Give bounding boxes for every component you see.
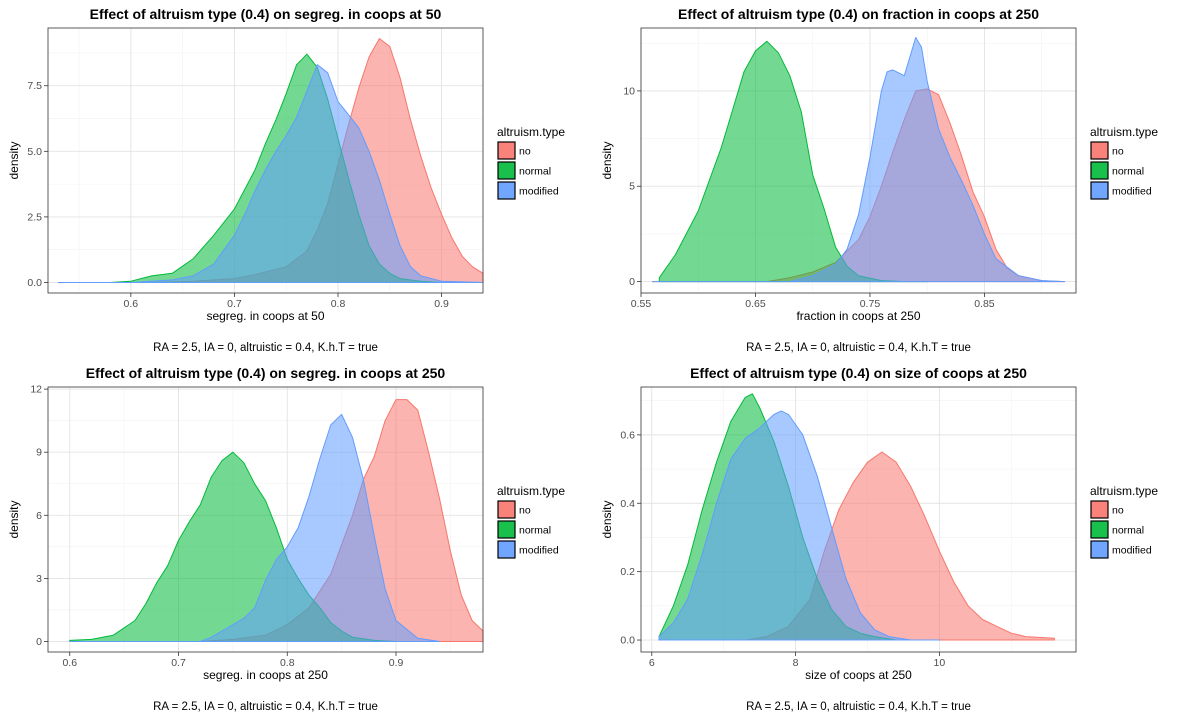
x-tick-label: 0.7 bbox=[171, 657, 186, 669]
x-tick-label: 0.55 bbox=[631, 298, 652, 310]
y-tick-label: 0.0 bbox=[27, 277, 42, 289]
legend-title: altruism.type bbox=[497, 484, 565, 498]
legend-title: altruism.type bbox=[1090, 125, 1158, 139]
panel-segreg-250: 0.6 0.7 0.8 0.9 0 3 6 9 12 Effect of altruism typ… bbox=[0, 359, 593, 718]
x-tick-label: 0.65 bbox=[745, 298, 766, 310]
y-tick-label: 5 bbox=[629, 181, 635, 193]
chart-svg: 0.55 0.65 0.75 0.85 0 5 10 Effect of altruism t… bbox=[600, 6, 1158, 354]
x-tick-label: 0.9 bbox=[389, 657, 404, 669]
chart-title: Effect of altruism type (0.4) on segreg.… bbox=[86, 365, 446, 381]
plot-border bbox=[47, 27, 484, 294]
y-tick-label: 0.2 bbox=[620, 566, 635, 578]
y-axis-label: density bbox=[600, 500, 614, 538]
x-tick-label: 0.6 bbox=[62, 657, 77, 669]
x-axis-label: segreg. in coops at 50 bbox=[206, 309, 324, 323]
y-axis-label: density bbox=[600, 141, 614, 179]
y-tick-label: 9 bbox=[36, 447, 42, 459]
x-tick-label: 0.6 bbox=[124, 298, 139, 310]
x-tick-label: 0.9 bbox=[434, 298, 449, 310]
legend-key-normal bbox=[1090, 161, 1109, 180]
x-tick-label: 0.8 bbox=[331, 298, 346, 310]
x-axis-label: segreg. in coops at 250 bbox=[203, 668, 328, 682]
plot-border bbox=[640, 27, 1077, 294]
legend-key-modified bbox=[1090, 181, 1109, 200]
legend-key-no bbox=[497, 500, 516, 519]
legend-label-normal: normal bbox=[1112, 166, 1144, 178]
x-tick-label: 6 bbox=[649, 657, 655, 669]
legend-label-no: no bbox=[1112, 146, 1124, 158]
panel-segreg-50: 0.6 0.7 0.8 0.9 0.0 2.5 5.0 7.5 Effect of altrui… bbox=[0, 0, 593, 359]
x-axis-label: size of coops at 250 bbox=[805, 668, 912, 682]
y-tick-label: 0.0 bbox=[620, 635, 635, 647]
legend-key-modified bbox=[497, 540, 516, 559]
y-tick-label: 7.5 bbox=[27, 80, 42, 92]
chart-title: Effect of altruism type (0.4) on size of… bbox=[690, 365, 1027, 381]
y-tick-label: 10 bbox=[623, 85, 635, 97]
chart-title: Effect of altruism type (0.4) on segreg.… bbox=[90, 6, 442, 22]
y-tick-label: 3 bbox=[36, 573, 42, 585]
y-tick-label: 5.0 bbox=[27, 146, 42, 158]
panel-fraction-250: 0.55 0.65 0.75 0.85 0 5 10 Effect of altruism t… bbox=[593, 0, 1186, 359]
legend-label-no: no bbox=[1112, 505, 1124, 517]
legend-label-no: no bbox=[519, 146, 531, 158]
y-tick-label: 0.6 bbox=[620, 429, 635, 441]
legend-key-modified bbox=[497, 181, 516, 200]
caption: RA = 2.5, IA = 0, altruistic = 0.4, K.h.… bbox=[153, 701, 378, 713]
chart-svg: 0.6 0.7 0.8 0.9 0 3 6 9 12 Effect of altruism typ… bbox=[7, 365, 565, 713]
plot-border bbox=[47, 386, 484, 653]
y-tick-label: 0 bbox=[36, 636, 42, 648]
density-modified bbox=[57, 64, 484, 283]
x-tick-label: 0.7 bbox=[227, 298, 242, 310]
legend-label-normal: normal bbox=[519, 525, 551, 537]
plot-border bbox=[640, 386, 1077, 653]
legend-key-no bbox=[1090, 500, 1109, 519]
chart-title: Effect of altruism type (0.4) on fractio… bbox=[678, 6, 1039, 22]
x-tick-label: 0.8 bbox=[280, 657, 295, 669]
legend-title: altruism.type bbox=[1090, 484, 1158, 498]
legend-label-normal: normal bbox=[519, 166, 551, 178]
legend-key-no bbox=[497, 141, 516, 160]
legend-label-normal: normal bbox=[1112, 525, 1144, 537]
density-modified bbox=[658, 410, 940, 641]
density-modified bbox=[651, 37, 1066, 283]
x-axis-label: fraction in coops at 250 bbox=[796, 309, 920, 323]
y-tick-label: 0 bbox=[629, 276, 635, 288]
chart-svg: 6 8 10 0.0 0.2 0.4 0.6 Effect of altruism type … bbox=[600, 365, 1158, 713]
y-tick-label: 0.4 bbox=[620, 498, 635, 510]
legend-label-no: no bbox=[519, 505, 531, 517]
legend-key-normal bbox=[1090, 520, 1109, 539]
legend-key-no bbox=[1090, 141, 1109, 160]
caption: RA = 2.5, IA = 0, altruistic = 0.4, K.h.… bbox=[153, 342, 378, 354]
legend-label-modified: modified bbox=[1112, 545, 1152, 557]
y-axis-label: density bbox=[7, 141, 21, 179]
legend-title: altruism.type bbox=[497, 125, 565, 139]
caption: RA = 2.5, IA = 0, altruistic = 0.4, K.h.… bbox=[746, 701, 971, 713]
y-tick-label: 6 bbox=[36, 510, 42, 522]
legend-key-normal bbox=[497, 520, 516, 539]
legend-key-modified bbox=[1090, 540, 1109, 559]
chart-svg: 0.6 0.7 0.8 0.9 0.0 2.5 5.0 7.5 Effect of altrui… bbox=[7, 6, 565, 354]
panel-size-250: 6 8 10 0.0 0.2 0.4 0.6 Effect of altruism type … bbox=[593, 359, 1186, 718]
x-tick-label: 0.75 bbox=[860, 298, 881, 310]
legend-label-modified: modified bbox=[1112, 186, 1152, 198]
legend-key-normal bbox=[497, 161, 516, 180]
x-tick-label: 8 bbox=[793, 657, 799, 669]
legend-label-modified: modified bbox=[519, 186, 559, 198]
caption: RA = 2.5, IA = 0, altruistic = 0.4, K.h.… bbox=[746, 342, 971, 354]
x-tick-label: 10 bbox=[934, 657, 946, 669]
y-tick-label: 2.5 bbox=[27, 211, 42, 223]
x-tick-label: 0.85 bbox=[974, 298, 995, 310]
y-axis-label: density bbox=[7, 500, 21, 538]
y-tick-label: 12 bbox=[30, 384, 42, 396]
legend-label-modified: modified bbox=[519, 545, 559, 557]
density-modified bbox=[69, 413, 440, 642]
